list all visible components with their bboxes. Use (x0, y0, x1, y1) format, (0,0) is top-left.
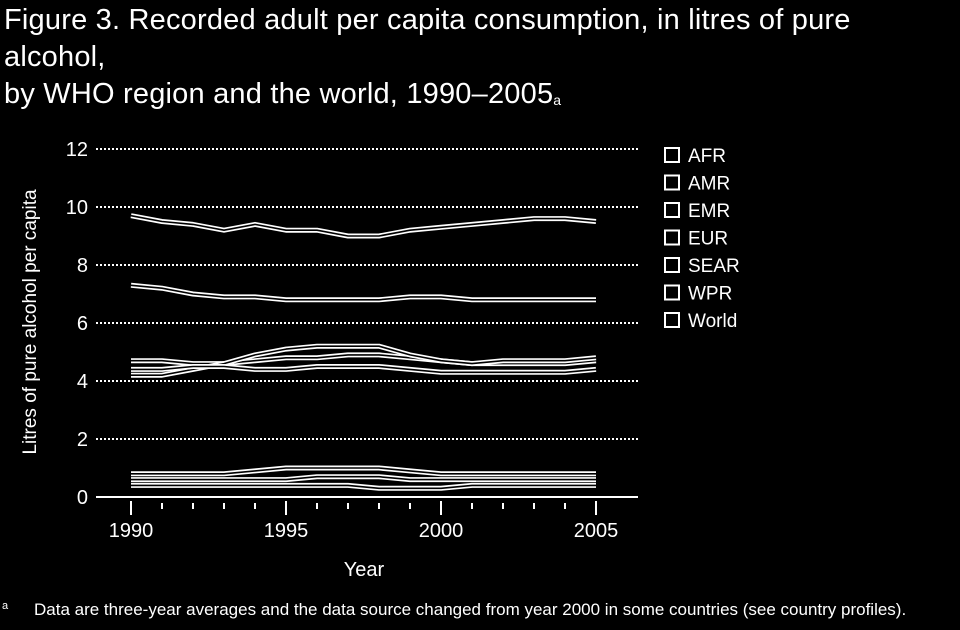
y-tick-label-6: 6 (77, 313, 88, 335)
y-tick-label-12: 12 (66, 139, 88, 161)
series-line-inner-world (131, 365, 597, 374)
y-tick-label-0: 0 (77, 487, 88, 509)
legend-label-wpr: WPR (688, 284, 732, 305)
series-line-inner-unlabelled (131, 475, 596, 481)
legend-label-emr: EMR (688, 201, 730, 222)
series-world (131, 364, 597, 375)
legend-swatch-sear (664, 257, 680, 273)
series-line-inner-afr (131, 354, 597, 365)
legend-label-eur: EUR (688, 229, 728, 250)
chart-title-line2-text: by WHO region and the world, 1990–2005 (4, 78, 554, 110)
x-tick-label-1990: 1990 (109, 520, 154, 542)
title-footnote-marker: a (553, 92, 562, 108)
footnote: a Data are three-year averages and the d… (0, 600, 960, 626)
legend-swatch-afr (664, 147, 680, 163)
series-sear (131, 482, 596, 491)
y-axis-label: Litres of pure alcohol per capita (20, 189, 41, 455)
legend-swatch-amr (664, 174, 680, 191)
series-line-inner-amr (130, 284, 596, 301)
legend-swatch-wpr (664, 284, 680, 301)
series-emr (131, 465, 596, 477)
chart-title-line1: Figure 3. Recorded adult per capita cons… (4, 4, 851, 73)
legend-label-world: World (688, 311, 737, 332)
x-tick-label-2005: 2005 (574, 520, 619, 542)
legend-swatch-emr (664, 202, 680, 218)
x-axis-label: Year (344, 559, 385, 581)
footnote-text: Data are three-year averages and the dat… (34, 600, 907, 619)
series-afr (131, 352, 597, 367)
y-tick-label-10: 10 (66, 197, 88, 219)
series-line-inner-eur (130, 214, 597, 237)
footnote-marker: a (2, 600, 9, 612)
legend-swatch-eur (664, 229, 680, 246)
series-line-inner-sear (131, 484, 596, 490)
series-unlabelled (131, 474, 596, 483)
chart-title: Figure 3. Recorded adult per capita cons… (4, 2, 956, 113)
y-tick-label-8: 8 (77, 255, 88, 277)
series-line-inner-emr (131, 467, 596, 475)
y-tick-label-4: 4 (77, 371, 88, 393)
legend-label-sear: SEAR (688, 256, 740, 277)
y-tick-label-2: 2 (77, 429, 88, 451)
legend-label-afr: AFR (688, 146, 726, 167)
series-line-outer-amr (130, 282, 596, 303)
series-line-outer-emr (131, 465, 596, 477)
legend-swatch-world (664, 312, 680, 328)
legend-label-amr: AMR (688, 174, 730, 195)
x-tick-label-1995: 1995 (264, 520, 309, 542)
series-eur (130, 213, 597, 239)
x-tick-label-2000: 2000 (419, 520, 464, 542)
series-amr (130, 282, 596, 303)
chart-title-line2: by WHO region and the world, 1990–2005a (4, 76, 956, 113)
